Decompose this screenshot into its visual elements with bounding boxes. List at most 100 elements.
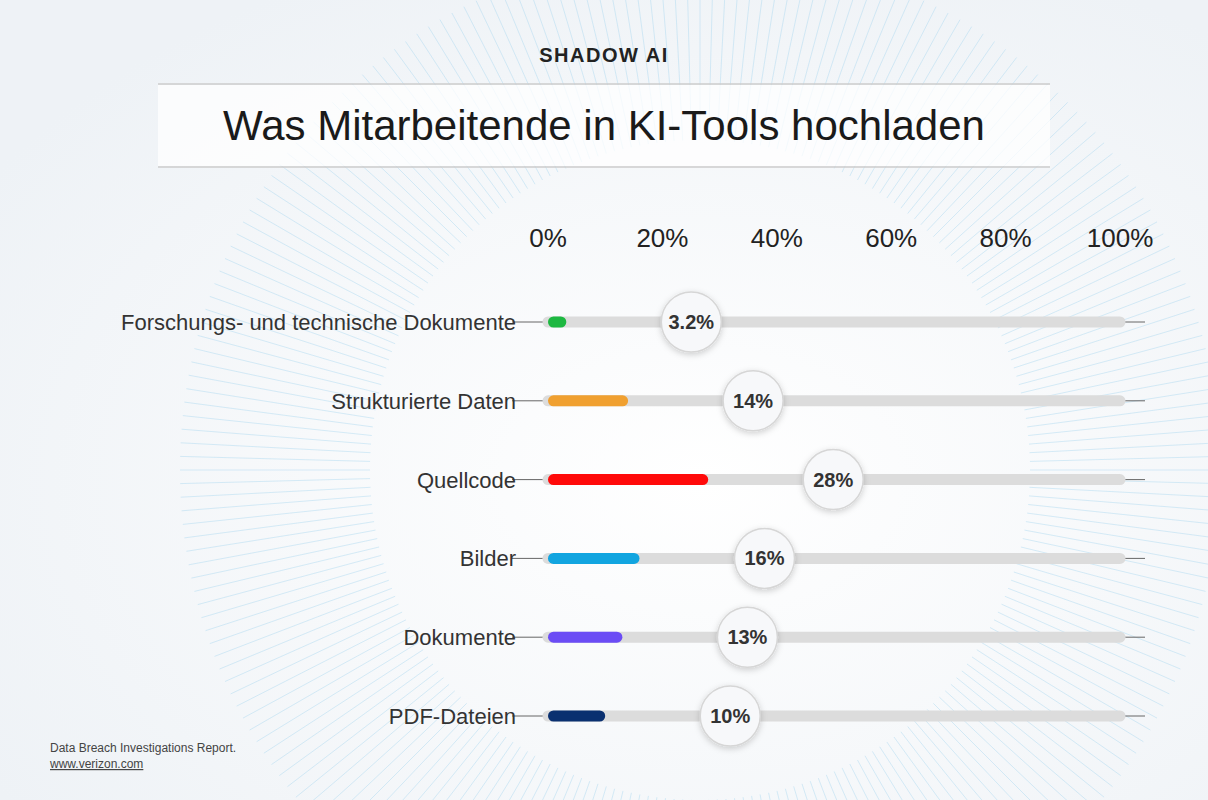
ray: [189, 530, 376, 565]
ray: [1016, 564, 1198, 618]
ray: [180, 456, 370, 461]
ray: [1030, 470, 1208, 471]
ray: [552, 786, 606, 800]
bar: [548, 711, 605, 722]
ray: [802, 784, 861, 800]
ray: [1005, 271, 1181, 344]
ray: [605, 795, 640, 800]
data-label-badge: [803, 450, 863, 510]
ray: [237, 620, 406, 706]
ray: [1027, 513, 1208, 538]
ray: [237, 234, 406, 320]
row-rule: [512, 716, 1145, 717]
ray: [914, 721, 1037, 800]
category-label: Bilder: [460, 546, 516, 571]
ray: [894, 737, 1006, 800]
ray: [243, 222, 410, 313]
ray: [565, 789, 614, 800]
category-label: Dokumente: [403, 625, 516, 650]
background-rays: [180, 0, 1208, 800]
data-label-badge: [735, 528, 795, 588]
ray: [743, 797, 768, 800]
category-label: Strukturierte Daten: [331, 389, 516, 414]
data-label: 13%: [727, 626, 767, 648]
tick-label: 0%: [529, 223, 567, 253]
ray: [264, 187, 423, 290]
ray: [220, 596, 396, 669]
ray: [198, 335, 382, 384]
tick-label: 60%: [865, 223, 917, 253]
ray: [180, 479, 370, 484]
ray: [1002, 604, 1176, 681]
ray: [201, 564, 383, 618]
bar: [548, 317, 566, 328]
ray: [726, 799, 741, 800]
source: Data Breach Investigations Report.www.ve…: [49, 741, 236, 771]
ray: [887, 742, 995, 800]
chart: SHADOW AIWas Mitarbeitende in KI-Tools h…: [0, 0, 1208, 800]
ray: [181, 487, 371, 497]
ray: [927, 709, 1058, 800]
ray: [785, 789, 834, 800]
data-label-badge: [700, 686, 760, 746]
tick-label: 80%: [980, 223, 1032, 253]
ray: [818, 778, 886, 800]
row-rule: [512, 322, 1145, 323]
ray: [1030, 487, 1208, 497]
ray: [1028, 505, 1208, 525]
ray: [194, 547, 379, 591]
ray: [305, 684, 450, 800]
ray: [777, 791, 821, 800]
ray: [250, 210, 415, 305]
ray: [1011, 296, 1190, 359]
ray: [834, 772, 911, 800]
data-label: 10%: [710, 705, 750, 727]
tick-label: 40%: [751, 223, 803, 253]
ray: [977, 650, 1136, 754]
title-panel: [158, 85, 1050, 166]
ray: [998, 246, 1169, 328]
ray: [184, 513, 372, 538]
data-label: 16%: [744, 547, 784, 569]
ray: [181, 443, 371, 453]
track: [548, 632, 1120, 643]
ray: [183, 505, 372, 525]
ray: [183, 416, 372, 436]
bar: [548, 395, 628, 406]
ray: [794, 786, 848, 800]
ray: [921, 715, 1048, 800]
data-label: 14%: [733, 390, 773, 412]
ray: [646, 798, 666, 800]
data-label-badge: [717, 607, 777, 667]
ray: [1030, 456, 1208, 461]
ray: [810, 781, 873, 800]
data-label: 3.2%: [669, 311, 715, 333]
ray: [769, 793, 809, 800]
ray: [272, 176, 429, 284]
category-label: Quellcode: [417, 468, 516, 493]
ray: [406, 742, 514, 800]
track: [548, 395, 1120, 406]
ray: [901, 732, 1017, 800]
ray: [296, 678, 444, 798]
ray: [842, 768, 924, 800]
track: [548, 711, 1120, 722]
ray: [858, 760, 949, 800]
ray: [945, 691, 1086, 800]
data-label: 28%: [813, 469, 853, 491]
ray: [206, 572, 387, 631]
ray: [619, 796, 649, 800]
ray: [210, 580, 389, 643]
header-rule: [158, 83, 1050, 85]
ray: [880, 747, 984, 800]
ray: [752, 796, 782, 800]
ray: [198, 555, 382, 604]
header-rule: [158, 166, 1050, 168]
ray: [1016, 322, 1198, 376]
ray: [760, 795, 795, 800]
rows: Forschungs- und technische DokumenteStru…: [121, 310, 1145, 729]
ray: [279, 164, 433, 276]
ray: [872, 751, 971, 800]
data-label-badge: [661, 292, 721, 352]
tick-label: 100%: [1087, 223, 1154, 253]
